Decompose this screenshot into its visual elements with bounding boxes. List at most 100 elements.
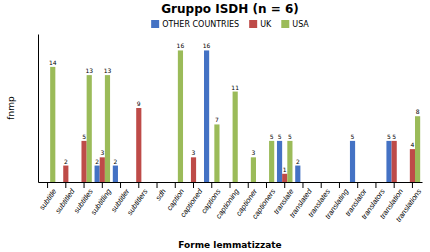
bar <box>342 182 347 183</box>
bar <box>319 182 324 183</box>
x-tick: sdh <box>154 182 168 202</box>
bar <box>287 141 292 182</box>
bar <box>196 182 201 183</box>
bar-series <box>63 108 415 182</box>
bar <box>397 182 402 183</box>
x-tick-mark <box>211 182 212 188</box>
data-label: 4 <box>411 141 415 148</box>
data-label: 5 <box>351 133 355 140</box>
bar <box>368 182 373 183</box>
legend-item: UK <box>249 20 272 29</box>
bar <box>45 182 50 183</box>
bar <box>379 182 384 183</box>
bar <box>386 141 391 182</box>
x-tick-mark <box>102 182 103 188</box>
legend-label: USA <box>292 20 309 29</box>
bar <box>168 182 173 183</box>
x-tick-mark <box>65 182 66 188</box>
bar <box>350 141 355 182</box>
data-label: 2 <box>95 158 99 165</box>
x-tick-mark <box>266 182 267 188</box>
x-tick-mark <box>321 182 322 188</box>
data-label: 9 <box>137 100 141 107</box>
bar <box>136 108 141 182</box>
bar <box>355 182 360 183</box>
x-tick-mark <box>230 182 231 188</box>
data-label: 2 <box>296 158 300 165</box>
legend-swatch <box>151 20 159 28</box>
data-label: 2 <box>113 158 117 165</box>
bar <box>63 166 68 182</box>
x-tick-label: captioners <box>250 187 277 221</box>
bar <box>58 182 63 183</box>
bar <box>227 182 232 183</box>
y-axis-line <box>38 35 39 183</box>
bar <box>332 182 337 183</box>
data-label: 5 <box>288 133 292 140</box>
data-label: 2 <box>64 158 68 165</box>
x-tick-label: sdh <box>154 187 168 202</box>
bar <box>251 157 256 182</box>
bar <box>141 182 146 183</box>
bar <box>68 182 73 183</box>
x-tick-mark <box>284 182 285 188</box>
bar <box>173 182 178 183</box>
data-label: 13 <box>85 67 93 74</box>
title: Gruppo ISDH (n = 6) <box>161 2 298 16</box>
x-tick-label: subtitlers <box>125 187 150 217</box>
bar <box>186 182 191 183</box>
legend-label: UK <box>260 20 272 29</box>
bar <box>214 124 219 182</box>
data-label: 11 <box>231 84 239 91</box>
x-tick-mark <box>339 182 340 188</box>
data-label: 1 <box>283 166 287 173</box>
bar-series <box>95 50 392 182</box>
chart: subtitlesubtitledsubtitlessubtitlingsubt… <box>0 0 430 252</box>
bar <box>269 141 274 182</box>
bar <box>191 157 196 182</box>
data-label: 3 <box>251 149 255 156</box>
data-label: 5 <box>82 133 86 140</box>
x-tick: captioned <box>178 182 205 219</box>
bars <box>50 50 420 182</box>
bar <box>415 116 420 182</box>
bar <box>405 182 410 183</box>
x-tick-mark <box>157 182 158 188</box>
data-label: 7 <box>215 116 219 123</box>
data-label: 8 <box>416 108 420 115</box>
data-label: 5 <box>278 133 282 140</box>
legend-label: OTHER COUNTRIES <box>162 20 239 29</box>
x-tick: captioners <box>250 182 277 221</box>
bar <box>209 182 214 183</box>
bar <box>240 182 245 183</box>
y-axis <box>38 35 39 183</box>
bar <box>222 182 227 183</box>
y-label: fnmp <box>6 96 16 120</box>
bar <box>300 182 305 183</box>
data-label: 16 <box>203 42 211 49</box>
x-tick: subtitlers <box>125 182 150 217</box>
x-axis: subtitlesubtitledsubtitlessubtitlingsubt… <box>37 182 423 224</box>
x-tick-mark <box>84 182 85 188</box>
plot: subtitlesubtitledsubtitlessubtitlingsubt… <box>37 35 423 224</box>
x-tick-mark <box>357 182 358 188</box>
x-tick-mark <box>175 182 176 188</box>
legend: OTHER COUNTRIES UK USA <box>151 20 309 29</box>
bar <box>100 157 105 182</box>
data-label: 5 <box>270 133 274 140</box>
bar <box>105 75 110 182</box>
bar <box>324 182 329 183</box>
x-tick-mark <box>193 182 194 188</box>
x-tick-mark <box>47 182 48 188</box>
bar <box>40 182 45 183</box>
bar <box>337 182 342 183</box>
bar <box>154 182 159 183</box>
x-tick-mark <box>120 182 121 188</box>
bar <box>131 182 136 183</box>
bar-series <box>50 50 420 182</box>
data-label: 3 <box>192 149 196 156</box>
data-label: 5 <box>392 133 396 140</box>
bar <box>259 182 264 183</box>
bar <box>76 182 81 183</box>
x-tick-label: translations <box>394 187 424 224</box>
